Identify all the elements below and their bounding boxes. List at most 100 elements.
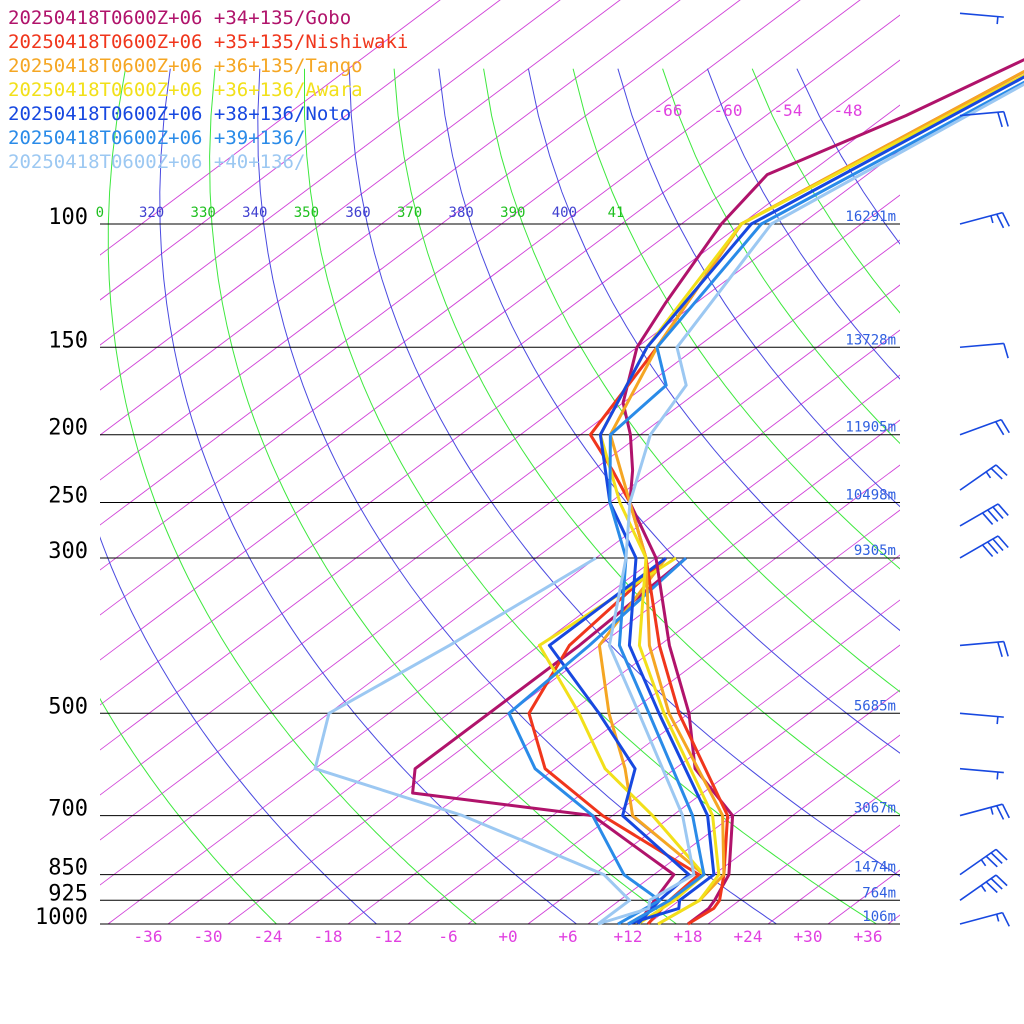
isotherm-line (100, 239, 900, 841)
isotherm-line (100, 0, 741, 481)
wind-barb-flag (997, 503, 1009, 516)
temperature-line (588, 69, 1024, 926)
wind-barb-staff (959, 640, 1004, 647)
upper-isotherm-label: -66 (654, 101, 683, 120)
theta-label: 320 (139, 205, 164, 221)
height-label: 764m (862, 885, 896, 901)
theta-line (100, 697, 277, 924)
theta-line (159, 68, 577, 924)
isotherm-line (647, 734, 900, 924)
wind-barb-half-flag (996, 16, 999, 25)
wind-barb-flag (997, 112, 1003, 128)
wind-barb-staff (959, 12, 1004, 18)
theta-label: 330 (191, 205, 216, 221)
pressure-label: 700 (48, 797, 88, 822)
wind-barb-staff (959, 803, 1003, 817)
isotherm-line (100, 0, 561, 346)
legend-entry: 20250418T0600Z+06 +35+135/Nishiwaki (8, 31, 408, 53)
temperature-line (598, 73, 1024, 926)
theta-line (100, 536, 377, 924)
height-label: 9305m (854, 543, 896, 559)
theta-label: 380 (449, 205, 474, 221)
isotherm-line (587, 689, 900, 924)
theta-label: 41 (608, 205, 625, 221)
isotherm-line (100, 59, 900, 661)
pressure-label: 300 (48, 539, 88, 564)
wind-barb-flag (995, 464, 1008, 477)
isotherm-line (100, 194, 900, 796)
temperature-tick-label: -12 (374, 927, 403, 946)
wind-barb-half-flag (990, 807, 994, 815)
theta-line (304, 68, 877, 924)
wind-barb-staff (959, 211, 1003, 225)
isotherm-line (100, 284, 900, 886)
theta-line (209, 68, 677, 924)
wind-barb-flag (987, 541, 999, 555)
theta-label: 0 (96, 205, 104, 221)
isotherm-line (948, 0, 1024, 924)
height-label: 10498m (845, 488, 896, 504)
wind-barb (959, 464, 1008, 491)
wind-barb-flag (995, 805, 1005, 820)
wind-barb-flag (981, 512, 994, 525)
height-label: 11905m (845, 420, 896, 436)
isotherm-line (467, 599, 900, 924)
isotherm-line (767, 824, 900, 924)
isotherm-line (1008, 0, 1024, 924)
theta-line (617, 68, 900, 508)
wind-barb (959, 712, 1004, 725)
wind-barb-flag (1003, 343, 1009, 359)
legend-entry: 20250418T0600Z+06 +36+135/Tango (8, 55, 363, 77)
pressure-label: 500 (48, 694, 88, 719)
isotherm-line (707, 779, 900, 924)
wind-barb-staff (959, 464, 997, 491)
temperature-tick-label: +30 (794, 927, 823, 946)
pressure-label: 850 (48, 856, 88, 881)
legend: 20250418T0600Z+06 +34+135/Gobo20250418T0… (8, 7, 408, 173)
wind-barb (959, 803, 1010, 820)
legend-entry: 20250418T0600Z+06 +40+136/ (8, 151, 305, 173)
sounding-profiles (313, 58, 1024, 926)
wind-barb-staff (959, 418, 1002, 436)
upper-isotherm-label: -60 (714, 101, 743, 120)
isotherm-line (227, 419, 900, 924)
wind-barb (959, 418, 1010, 436)
upper-isotherm-labels: -66 -60 -54 -48 (654, 101, 863, 120)
upper-isotherm-label: -54 (774, 101, 803, 120)
wind-barb-flag (985, 881, 998, 894)
wind-barb-flag (1000, 419, 1010, 434)
temperature-tick-label: -24 (254, 927, 283, 946)
height-label: 3067m (854, 801, 896, 817)
wind-barb-staff (959, 874, 997, 901)
pressure-label: 1000 (35, 905, 88, 930)
wind-barb (959, 342, 1009, 359)
wind-barb-staff (959, 848, 997, 876)
temperature-tick-label: +6 (558, 927, 577, 946)
wind-barb (959, 12, 1004, 25)
temperature-tick-label: +24 (734, 927, 763, 946)
height-label: 13728m (845, 332, 896, 348)
wind-barb-flag (1001, 912, 1010, 927)
wind-barb-half-flag (985, 471, 992, 479)
isotherm-line (100, 0, 501, 301)
wind-barb (959, 503, 1009, 527)
legend-entry: 20250418T0600Z+06 +36+136/Awara (8, 79, 363, 101)
wind-barb (959, 640, 1009, 658)
wind-barb-flag (990, 467, 1003, 480)
isotherm-line (347, 509, 900, 924)
isotherm-line (107, 329, 900, 924)
wind-barbs (959, 12, 1010, 927)
wind-barb-flag (981, 544, 994, 558)
wind-barb-flag (990, 877, 1003, 890)
theta-line (527, 68, 900, 632)
temperature-tick-label: +36 (854, 927, 883, 946)
pressure-label: 100 (48, 205, 88, 230)
theta-line (572, 68, 900, 570)
wind-barb-half-flag (980, 859, 987, 867)
wind-barb (959, 110, 1009, 128)
height-label: 5685m (854, 698, 896, 714)
wind-barb (959, 848, 1008, 876)
pressure-label: 150 (48, 328, 88, 353)
isotherm-line (527, 644, 900, 924)
wind-barb-flag (995, 421, 1005, 436)
